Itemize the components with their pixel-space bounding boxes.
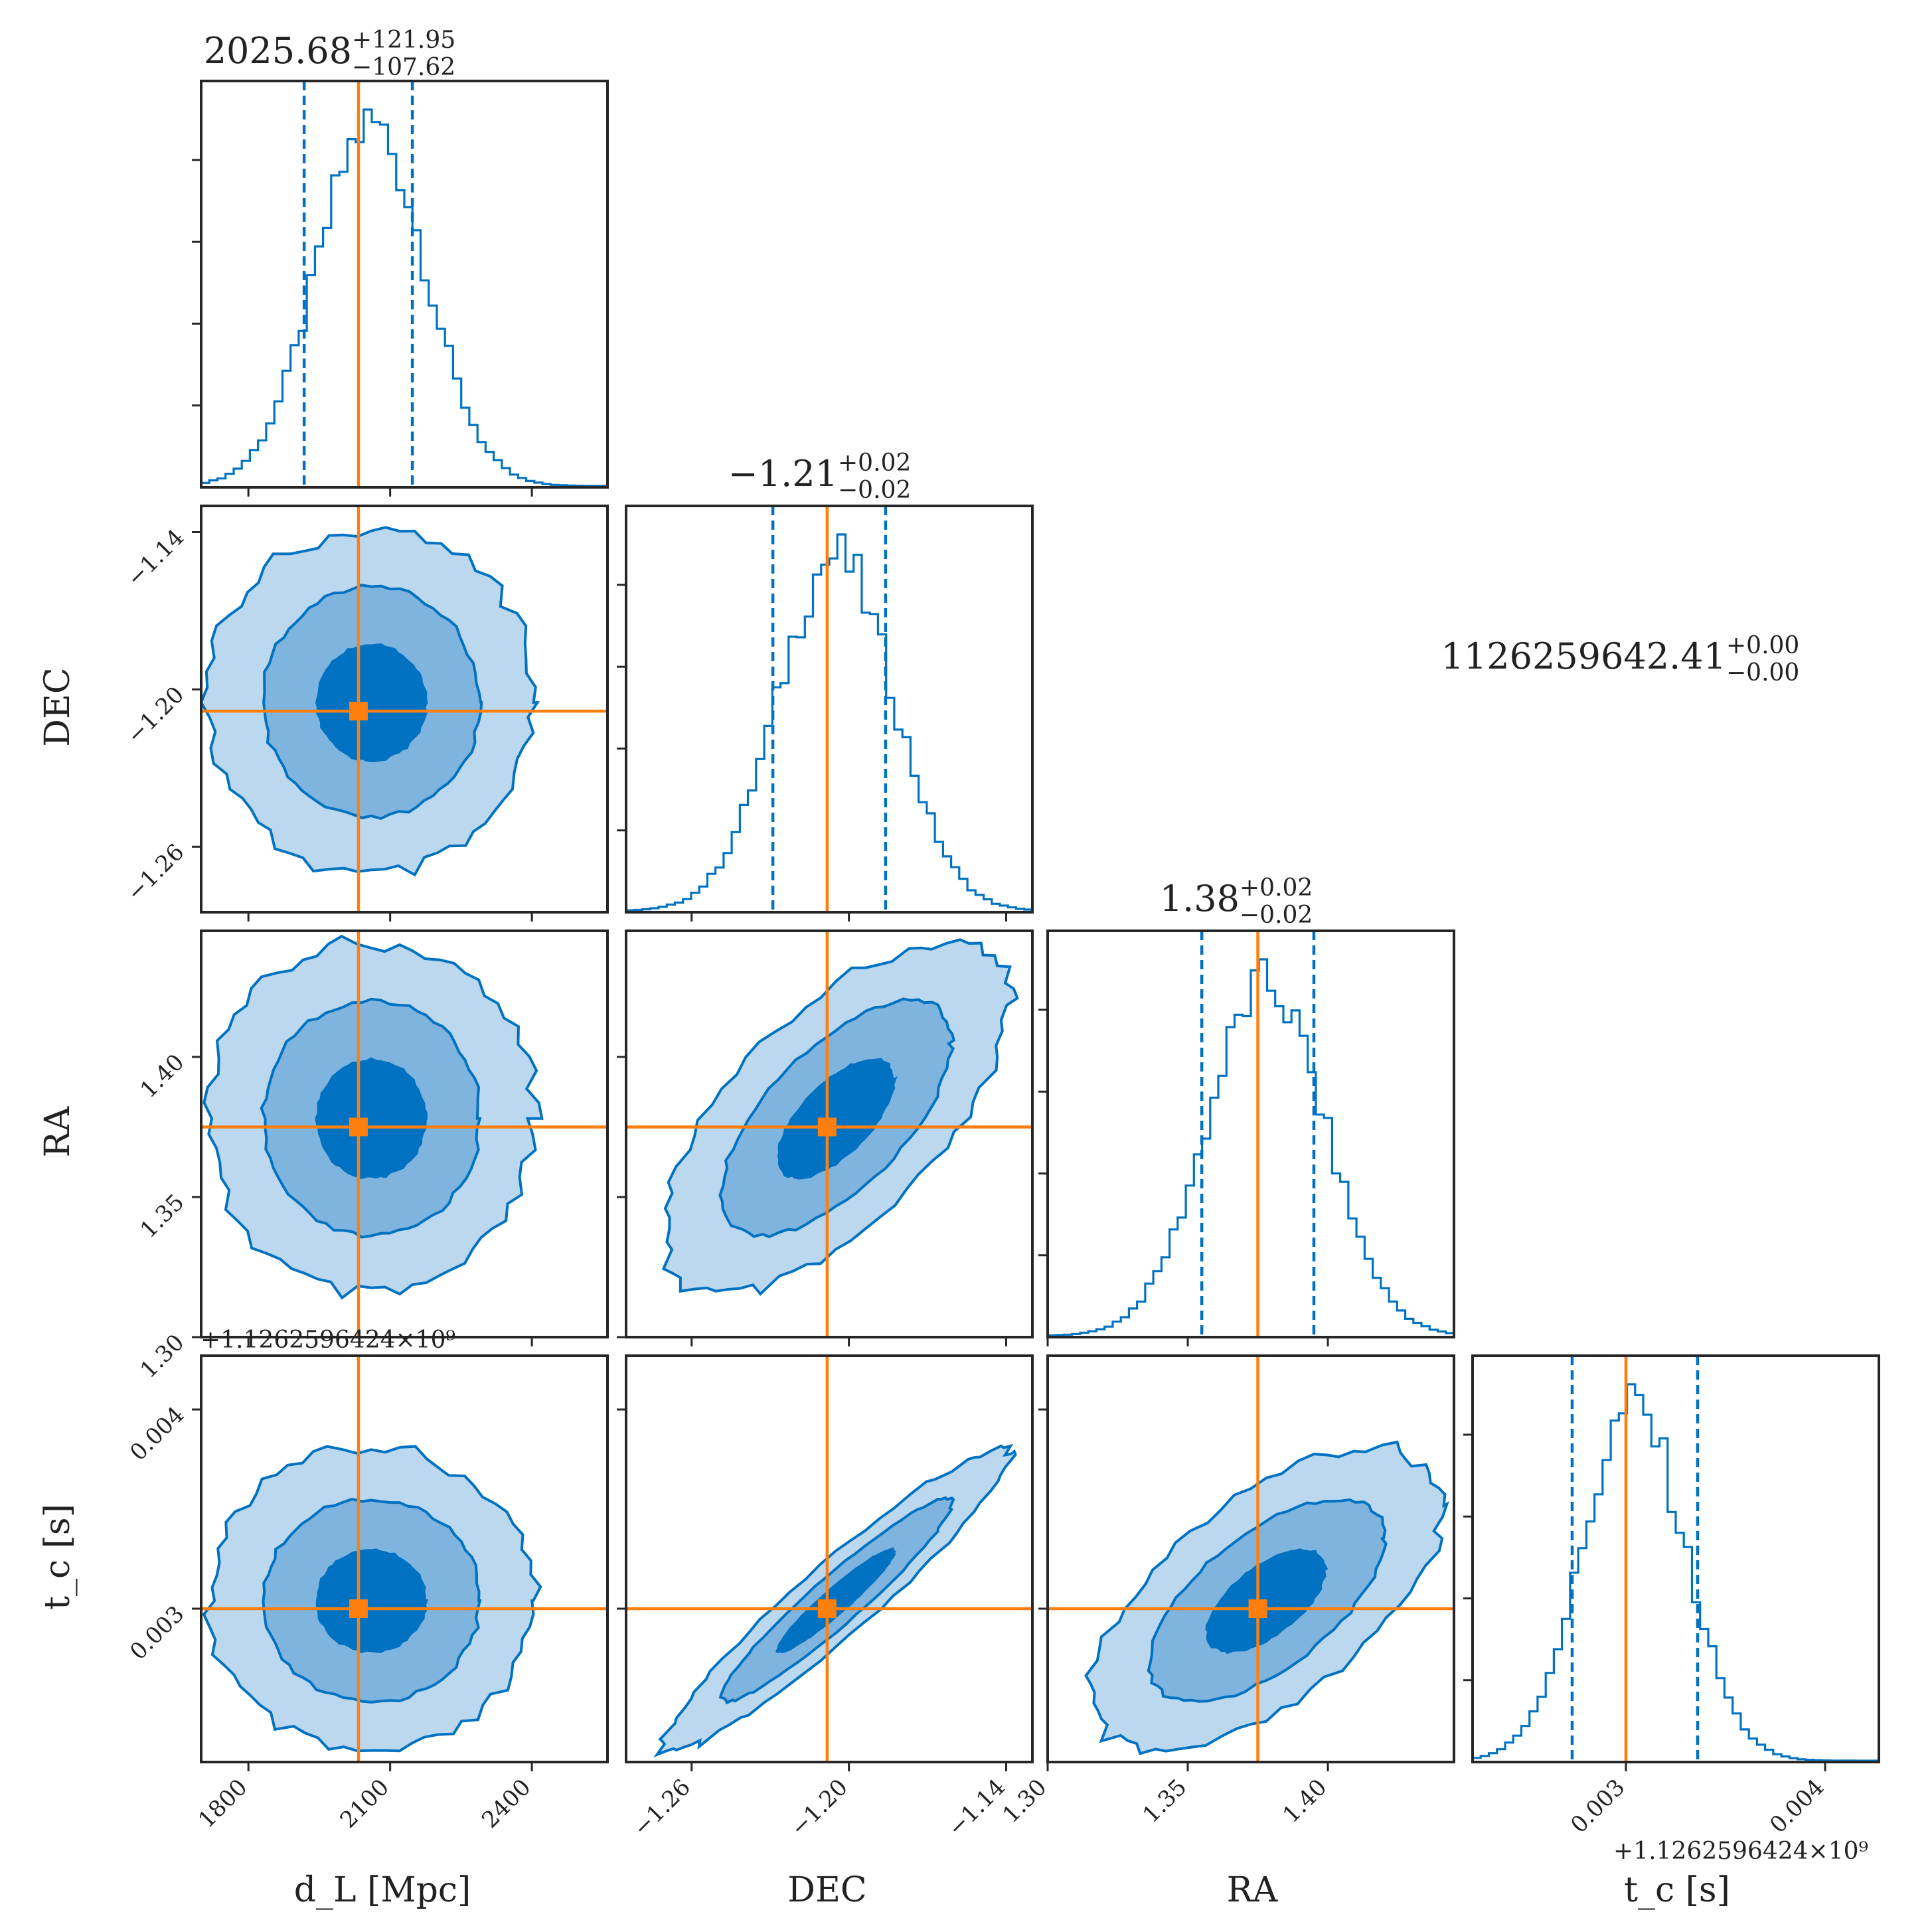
y-tick-label-dec: −1.26 [121, 839, 189, 906]
title-param-2: 1.38 [1160, 878, 1240, 920]
axes-frame [625, 1354, 1034, 1763]
y-axis-label-param-1: DEC [38, 667, 78, 746]
panel-tc-dec: −1.26 −1.20 −1.14 [617, 1354, 1034, 1842]
histogram-ra [1048, 958, 1454, 1337]
x-axis-label-param-1: DEC [787, 1870, 866, 1910]
y-offset-label: +1.1262596424×10⁹ [201, 1327, 455, 1354]
x-tick-label-ra: 1.30 [998, 1774, 1052, 1828]
y-tick-label-tc: 0.004 [125, 1402, 189, 1466]
x-tick-label-tc: 0.003 [1566, 1774, 1630, 1838]
title-lower-param-2: −0.02 [1240, 902, 1313, 929]
x-tick-label-tc: 0.004 [1765, 1774, 1829, 1838]
y-tick-label-dec: −1.20 [121, 681, 189, 749]
title-lower-param-0: −107.62 [352, 54, 455, 81]
histogram-dec [626, 533, 1032, 912]
axes-frame [1046, 1354, 1455, 1763]
histogram-tc [1473, 1383, 1879, 1762]
x-axis-label-param-0: d_L [Mpc] [294, 1870, 471, 1910]
x-offset-label: +1.1262596424×10⁹ [1613, 1838, 1868, 1865]
truth-marker [349, 702, 368, 721]
axes-frame [200, 1354, 609, 1763]
axes-frame [200, 505, 609, 914]
title-lower-param-3: −0.00 [1726, 659, 1799, 686]
panel-tc-tc: 0.003 0.004 [1463, 1354, 1880, 1838]
x-tick-label-dl: 2100 [335, 1774, 394, 1833]
y-axis-label-param-3: t_c [s] [38, 1504, 78, 1610]
y-tick-label-dec: −1.14 [121, 524, 189, 592]
axes-frame [1471, 1354, 1880, 1763]
x-tick-label-dec: −1.20 [785, 1774, 853, 1842]
axes-frame [200, 80, 609, 489]
contour-level-3 [315, 1548, 428, 1654]
title-upper-param-1: +0.02 [838, 449, 911, 477]
panel-dec-dl: −1.26 −1.20 −1.14 [121, 505, 609, 922]
contour-level-3 [315, 1057, 428, 1180]
x-axis-label-param-2: RA [1227, 1870, 1279, 1910]
title-upper-param-2: +0.02 [1240, 874, 1313, 902]
y-tick-label-ra: 1.35 [135, 1189, 190, 1244]
truth-marker [349, 1117, 368, 1137]
axes-frame [1046, 929, 1455, 1338]
x-tick-label-ra: 1.35 [1138, 1774, 1192, 1828]
y-tick-label-ra: 1.40 [135, 1049, 190, 1103]
contour-level-3 [315, 643, 428, 763]
x-tick-label-dec: −1.26 [628, 1774, 696, 1842]
y-tick-label-ra: 1.30 [135, 1329, 190, 1384]
title-param-3: 1126259642.41 [1441, 635, 1726, 677]
panel-tc-dl: 1800 2100 2400 0.003 0.004 [125, 1354, 609, 1834]
title-lower-param-1: −0.02 [838, 477, 911, 504]
panel-ra-dl: 1.30 1.35 1.40 [135, 929, 609, 1384]
y-tick-label-tc: 0.003 [125, 1601, 189, 1665]
axes-frame [200, 929, 609, 1338]
panel-dec-dec [617, 505, 1034, 922]
truth-marker [817, 1599, 837, 1618]
axes-frame [625, 929, 1034, 1338]
panel-ra-dec [617, 929, 1034, 1346]
histogram-dl [201, 108, 607, 487]
x-tick-label-ra: 1.40 [1278, 1774, 1332, 1828]
x-tick-label-dl: 2400 [477, 1774, 536, 1833]
panel-ra-ra [1038, 929, 1455, 1346]
title-param-1: −1.21 [728, 453, 838, 495]
title-upper-param-0: +121.95 [352, 27, 455, 54]
truth-marker [1248, 1599, 1267, 1618]
panels: −1.26 −1.20 −1.14 1.30 1.35 1.40 1800 2100 2400 0… [121, 80, 1880, 1842]
title-upper-param-3: +0.00 [1726, 632, 1799, 659]
x-tick-label-dl: 1800 [193, 1774, 252, 1833]
truth-marker [817, 1117, 837, 1137]
contour-level-3 [777, 1058, 898, 1180]
axes-frame [625, 505, 1034, 914]
panel-tc-ra: 1.30 1.35 1.40 [998, 1354, 1455, 1828]
panel-dl-dl [192, 80, 609, 497]
x-axis-label-param-3: t_c [s] [1624, 1870, 1730, 1910]
y-axis-label-param-2: RA [38, 1105, 78, 1157]
truth-marker [349, 1599, 368, 1618]
title-param-0: 2025.68 [204, 30, 352, 72]
